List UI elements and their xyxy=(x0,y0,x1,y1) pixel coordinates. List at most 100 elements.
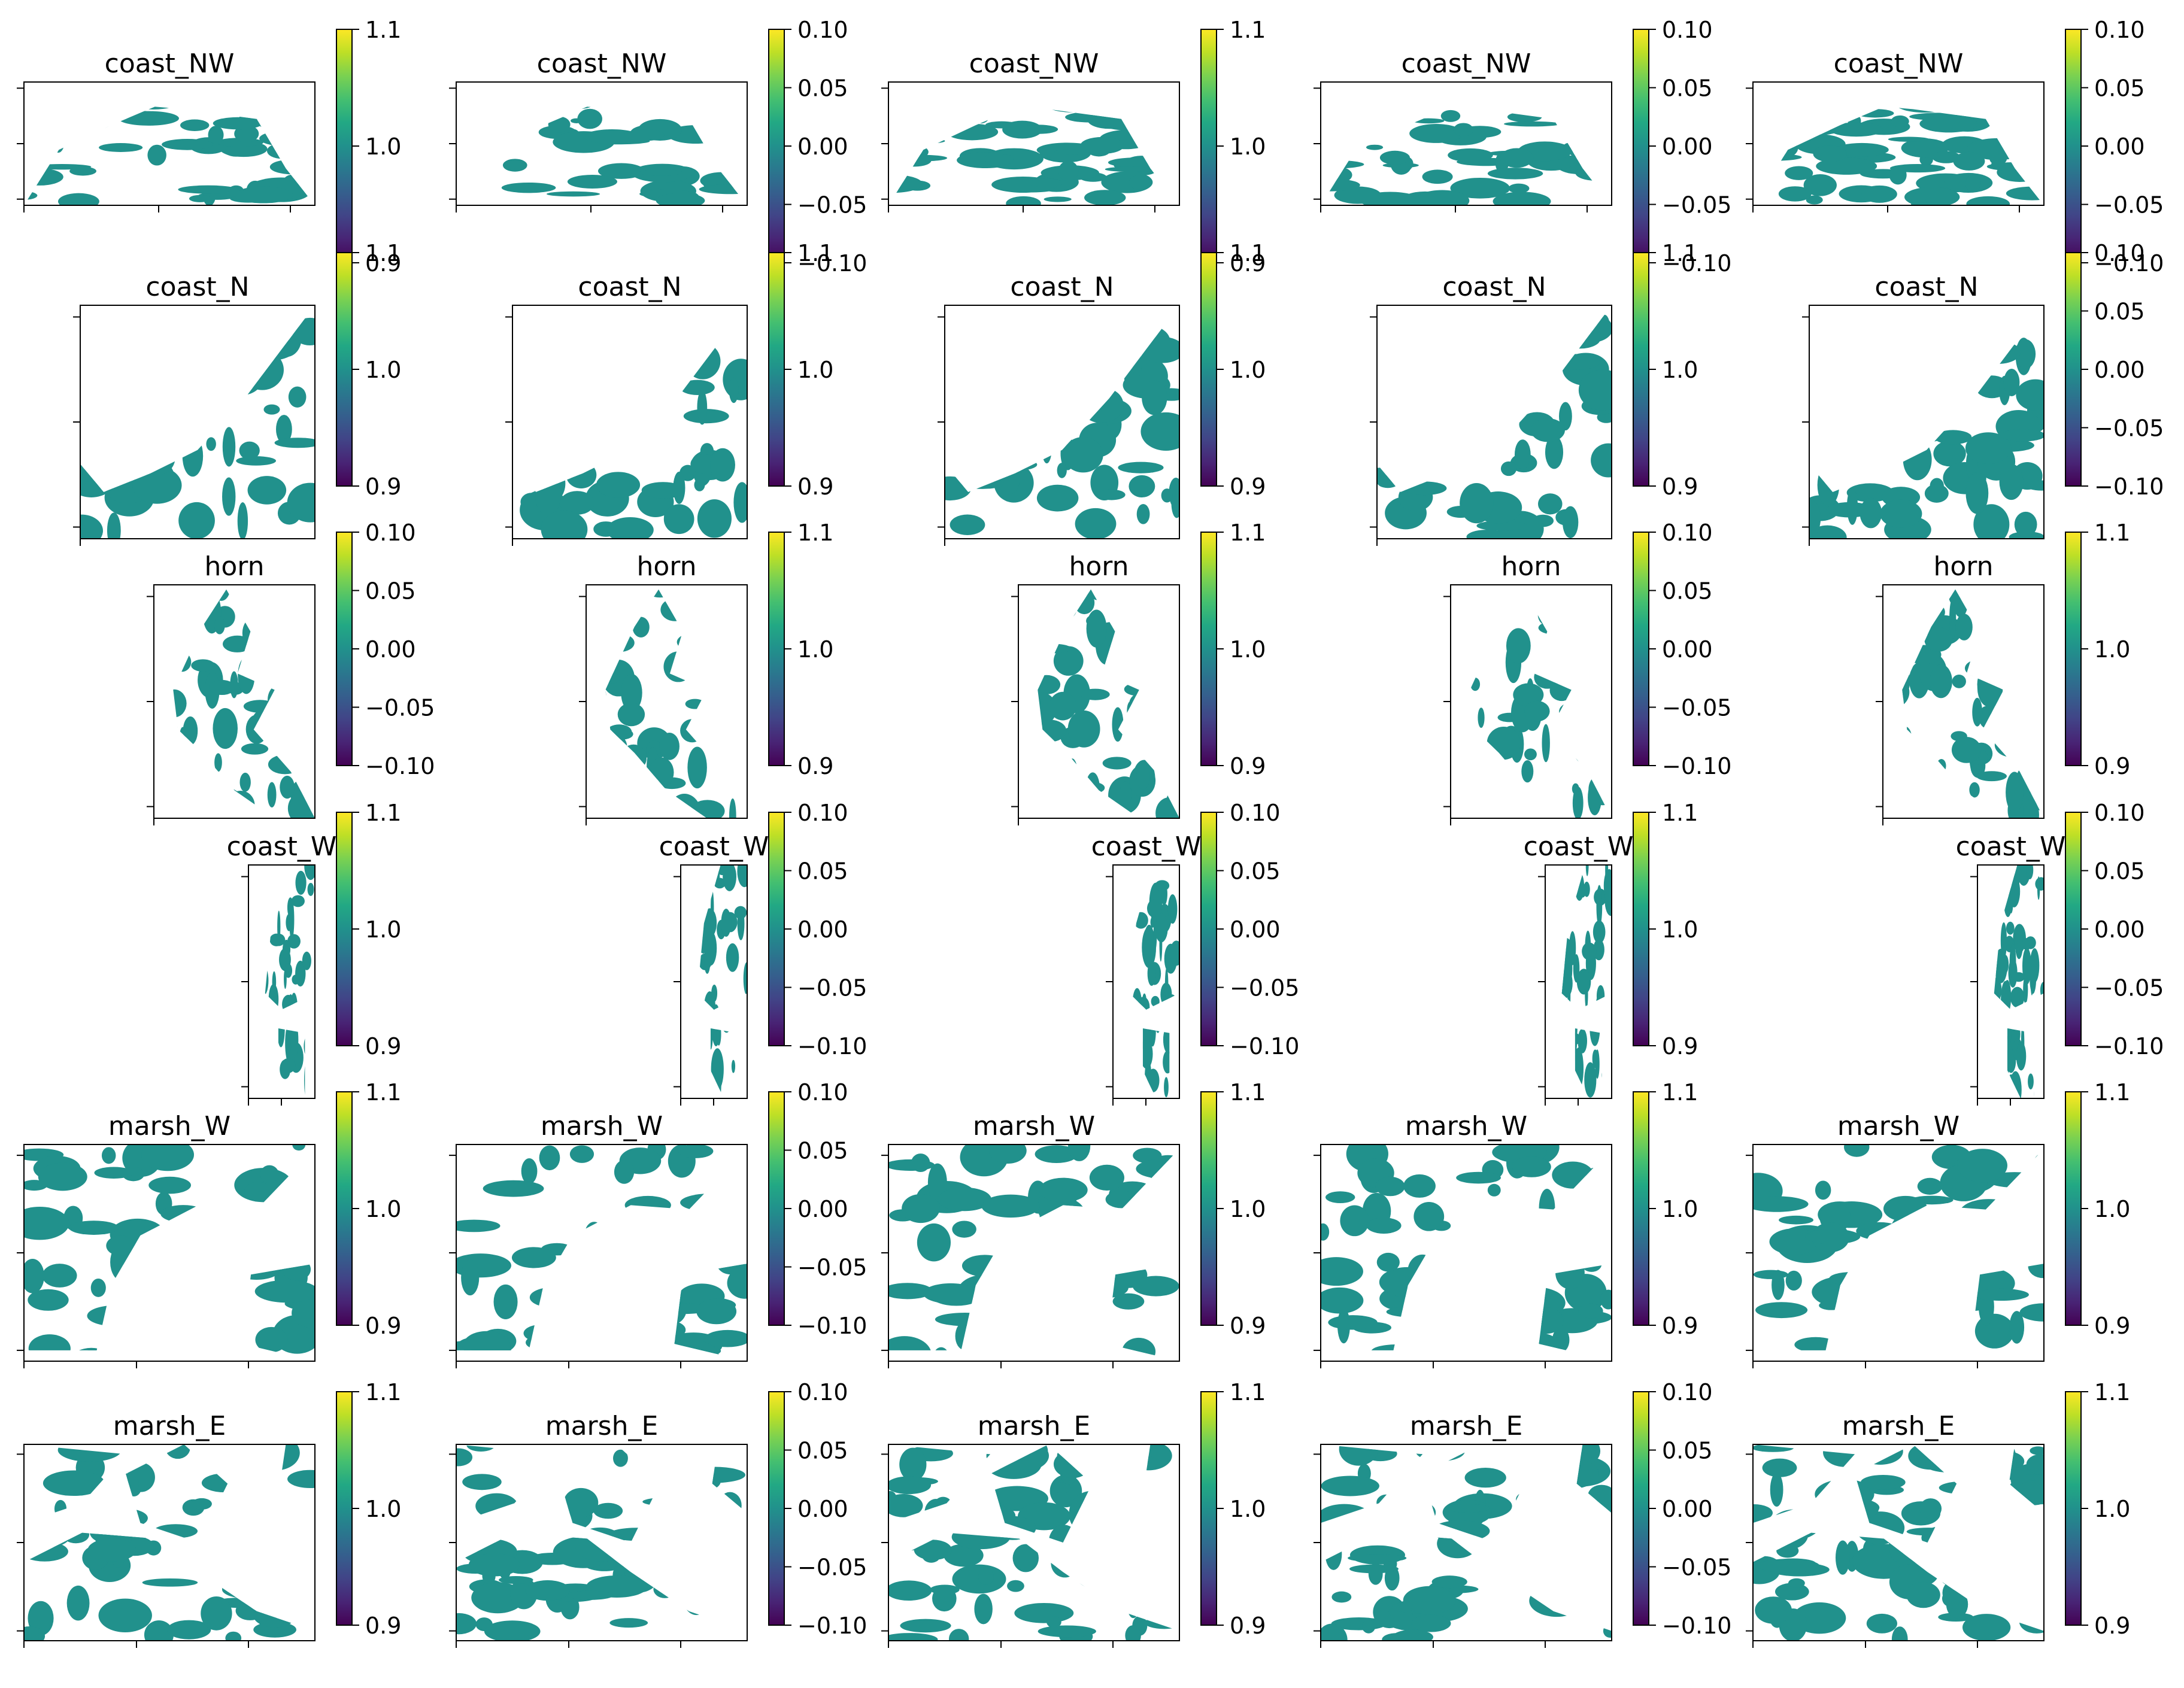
land-patch xyxy=(1422,169,1453,184)
map-area xyxy=(1321,87,1612,205)
colorbar-tick-label: 1.0 xyxy=(797,636,833,663)
land-patch xyxy=(291,107,315,113)
land-patch xyxy=(1879,1294,1931,1308)
land-patch xyxy=(888,1159,935,1171)
land-patch xyxy=(914,1540,952,1561)
land-patch xyxy=(685,699,705,709)
colorbar-tick-label: −0.10 xyxy=(797,1313,867,1339)
land-patch xyxy=(1051,1549,1079,1578)
land-patch xyxy=(1446,1504,1490,1513)
land-patch xyxy=(624,420,647,432)
land-patch xyxy=(2021,791,2037,818)
land-patch xyxy=(1590,1010,1600,1046)
land-patch xyxy=(507,107,551,118)
land-patch xyxy=(106,1235,135,1256)
land-patch xyxy=(1136,763,1150,790)
panel-title: coast_N xyxy=(1874,272,1978,302)
land-patch xyxy=(969,398,997,413)
colorbar-tick-label: 0.9 xyxy=(1230,753,1266,779)
land-patch xyxy=(1130,1228,1160,1257)
colorbar xyxy=(2065,1091,2082,1326)
land-patch xyxy=(1419,1444,1441,1467)
land-patch xyxy=(1946,1590,1968,1619)
land-patch xyxy=(731,1059,736,1073)
land-patch xyxy=(1321,87,1371,104)
panel-title: coast_NW xyxy=(1402,48,1531,79)
land-patch xyxy=(1576,685,1599,709)
land-patch xyxy=(890,110,947,130)
land-patch xyxy=(66,1585,90,1621)
land-patch xyxy=(566,1590,614,1600)
land-patch xyxy=(1906,1343,1938,1358)
land-patch xyxy=(2018,130,2044,136)
land-patch xyxy=(90,107,113,117)
land-patch xyxy=(1497,589,1507,618)
land-patch xyxy=(1376,1252,1400,1272)
land-patch xyxy=(1038,600,1045,624)
land-patch xyxy=(276,1233,295,1268)
land-patch xyxy=(43,1470,105,1496)
land-patch xyxy=(24,1258,44,1294)
map-fill xyxy=(605,589,747,818)
land-patch xyxy=(493,1284,518,1319)
land-patch xyxy=(2017,611,2044,636)
land-patch xyxy=(1170,1027,1179,1041)
land-patch xyxy=(902,1194,940,1224)
colorbar-tick-label: 0.9 xyxy=(365,1613,401,1639)
land-patch xyxy=(1054,149,1090,155)
land-patch xyxy=(1060,1265,1093,1277)
land-patch xyxy=(1039,643,1072,654)
land-patch xyxy=(636,1322,669,1350)
land-patch xyxy=(126,305,138,320)
land-patch xyxy=(1048,1525,1079,1559)
land-patch xyxy=(1161,133,1179,148)
colorbar-tick-label: 1.0 xyxy=(365,1496,401,1522)
land-patch xyxy=(1785,166,1813,180)
land-patch xyxy=(1338,87,1351,102)
land-patch xyxy=(233,186,293,204)
land-patch xyxy=(1118,596,1142,611)
land-patch xyxy=(697,648,732,667)
land-patch xyxy=(265,620,293,658)
land-patch xyxy=(1032,305,1068,342)
land-patch xyxy=(189,195,211,202)
colorbar-tick-label: 1.1 xyxy=(365,800,401,826)
land-patch xyxy=(1986,1070,1991,1085)
land-patch xyxy=(917,1223,951,1262)
land-patch xyxy=(697,1045,701,1073)
land-patch xyxy=(241,743,269,755)
land-patch xyxy=(915,83,952,94)
land-patch xyxy=(1591,443,1612,478)
land-patch xyxy=(575,375,624,411)
land-patch xyxy=(213,117,263,130)
land-patch xyxy=(274,438,315,448)
land-patch xyxy=(266,143,298,159)
land-patch xyxy=(648,757,674,788)
land-patch xyxy=(687,746,707,789)
colorbar-tick-label: 0.10 xyxy=(2094,17,2145,43)
land-patch xyxy=(535,478,561,516)
land-patch xyxy=(57,1444,122,1462)
land-patch xyxy=(131,400,171,418)
land-patch xyxy=(660,1240,681,1278)
land-patch xyxy=(697,1062,705,1096)
panel-r5-c2: marsh_W 0.10 0.05 0.00 −0.05 −0.10 xyxy=(449,1079,867,1368)
land-patch xyxy=(1994,1052,1997,1088)
panel-title: coast_N xyxy=(578,272,681,302)
land-patch xyxy=(958,380,999,422)
colorbar-tick-label: 0.00 xyxy=(1662,1496,1713,1522)
land-patch xyxy=(1073,1274,1094,1288)
land-patch xyxy=(131,107,177,110)
land-patch xyxy=(539,1289,596,1304)
land-patch xyxy=(1339,1444,1378,1466)
colorbar xyxy=(336,1091,353,1326)
land-patch xyxy=(1321,1287,1364,1314)
land-patch xyxy=(565,83,589,104)
land-patch xyxy=(548,116,571,133)
land-patch xyxy=(1575,165,1612,181)
land-patch xyxy=(945,476,971,501)
land-patch xyxy=(1153,915,1157,950)
land-patch xyxy=(1999,464,2024,500)
land-patch xyxy=(277,613,290,640)
panel-r1-c4: coast_NW 0.10 0.05 0.00 −0.05 −0.10 xyxy=(1314,17,1731,277)
